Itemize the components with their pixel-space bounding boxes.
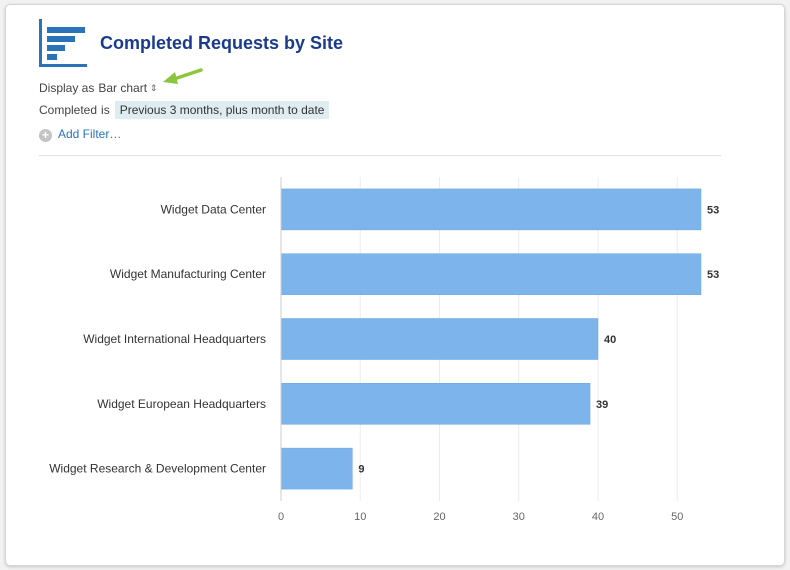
filter-row: Completed is Previous 3 months, plus month…	[39, 101, 330, 119]
x-tick-label: 40	[592, 511, 604, 523]
x-tick-label: 30	[513, 511, 525, 523]
select-arrows-icon[interactable]: ⇕	[150, 83, 158, 93]
data-label: 53	[707, 204, 719, 216]
category-label: Widget International Headquarters	[83, 332, 266, 346]
bar-report-icon	[39, 19, 87, 67]
display-as-control: Display as Bar chart ⇕	[39, 81, 158, 95]
display-as-label: Display as	[39, 81, 95, 95]
bar	[280, 318, 599, 360]
x-tick-label: 0	[278, 511, 284, 523]
data-label: 39	[596, 399, 608, 411]
category-label: Widget Research & Development Center	[49, 462, 266, 476]
annotation-arrow-icon	[163, 68, 203, 84]
chart-type-select[interactable]: Bar chart	[98, 81, 148, 95]
category-label: Widget Data Center	[161, 202, 266, 216]
filter-operator: is	[101, 103, 110, 117]
category-label: Widget Manufacturing Center	[110, 267, 266, 281]
add-filter-link[interactable]: + Add Filter…	[39, 127, 121, 142]
data-label: 9	[358, 464, 364, 476]
x-tick-label: 10	[354, 511, 366, 523]
bar	[280, 253, 702, 295]
plus-circle-icon: +	[39, 129, 52, 142]
bar	[280, 447, 353, 490]
filter-value-chip[interactable]: Previous 3 months, plus month to date	[114, 101, 330, 119]
data-label: 40	[604, 334, 616, 346]
x-tick-label: 20	[433, 511, 445, 523]
add-filter-label: Add Filter…	[58, 127, 122, 141]
category-label: Widget European Headquarters	[97, 397, 266, 411]
x-tick-label: 50	[671, 511, 683, 523]
bar	[280, 383, 591, 425]
divider	[39, 155, 721, 156]
data-label: 53	[707, 269, 719, 281]
filter-field: Completed	[39, 103, 98, 117]
bar	[280, 188, 702, 231]
page-title: Completed Requests by Site	[100, 33, 344, 53]
